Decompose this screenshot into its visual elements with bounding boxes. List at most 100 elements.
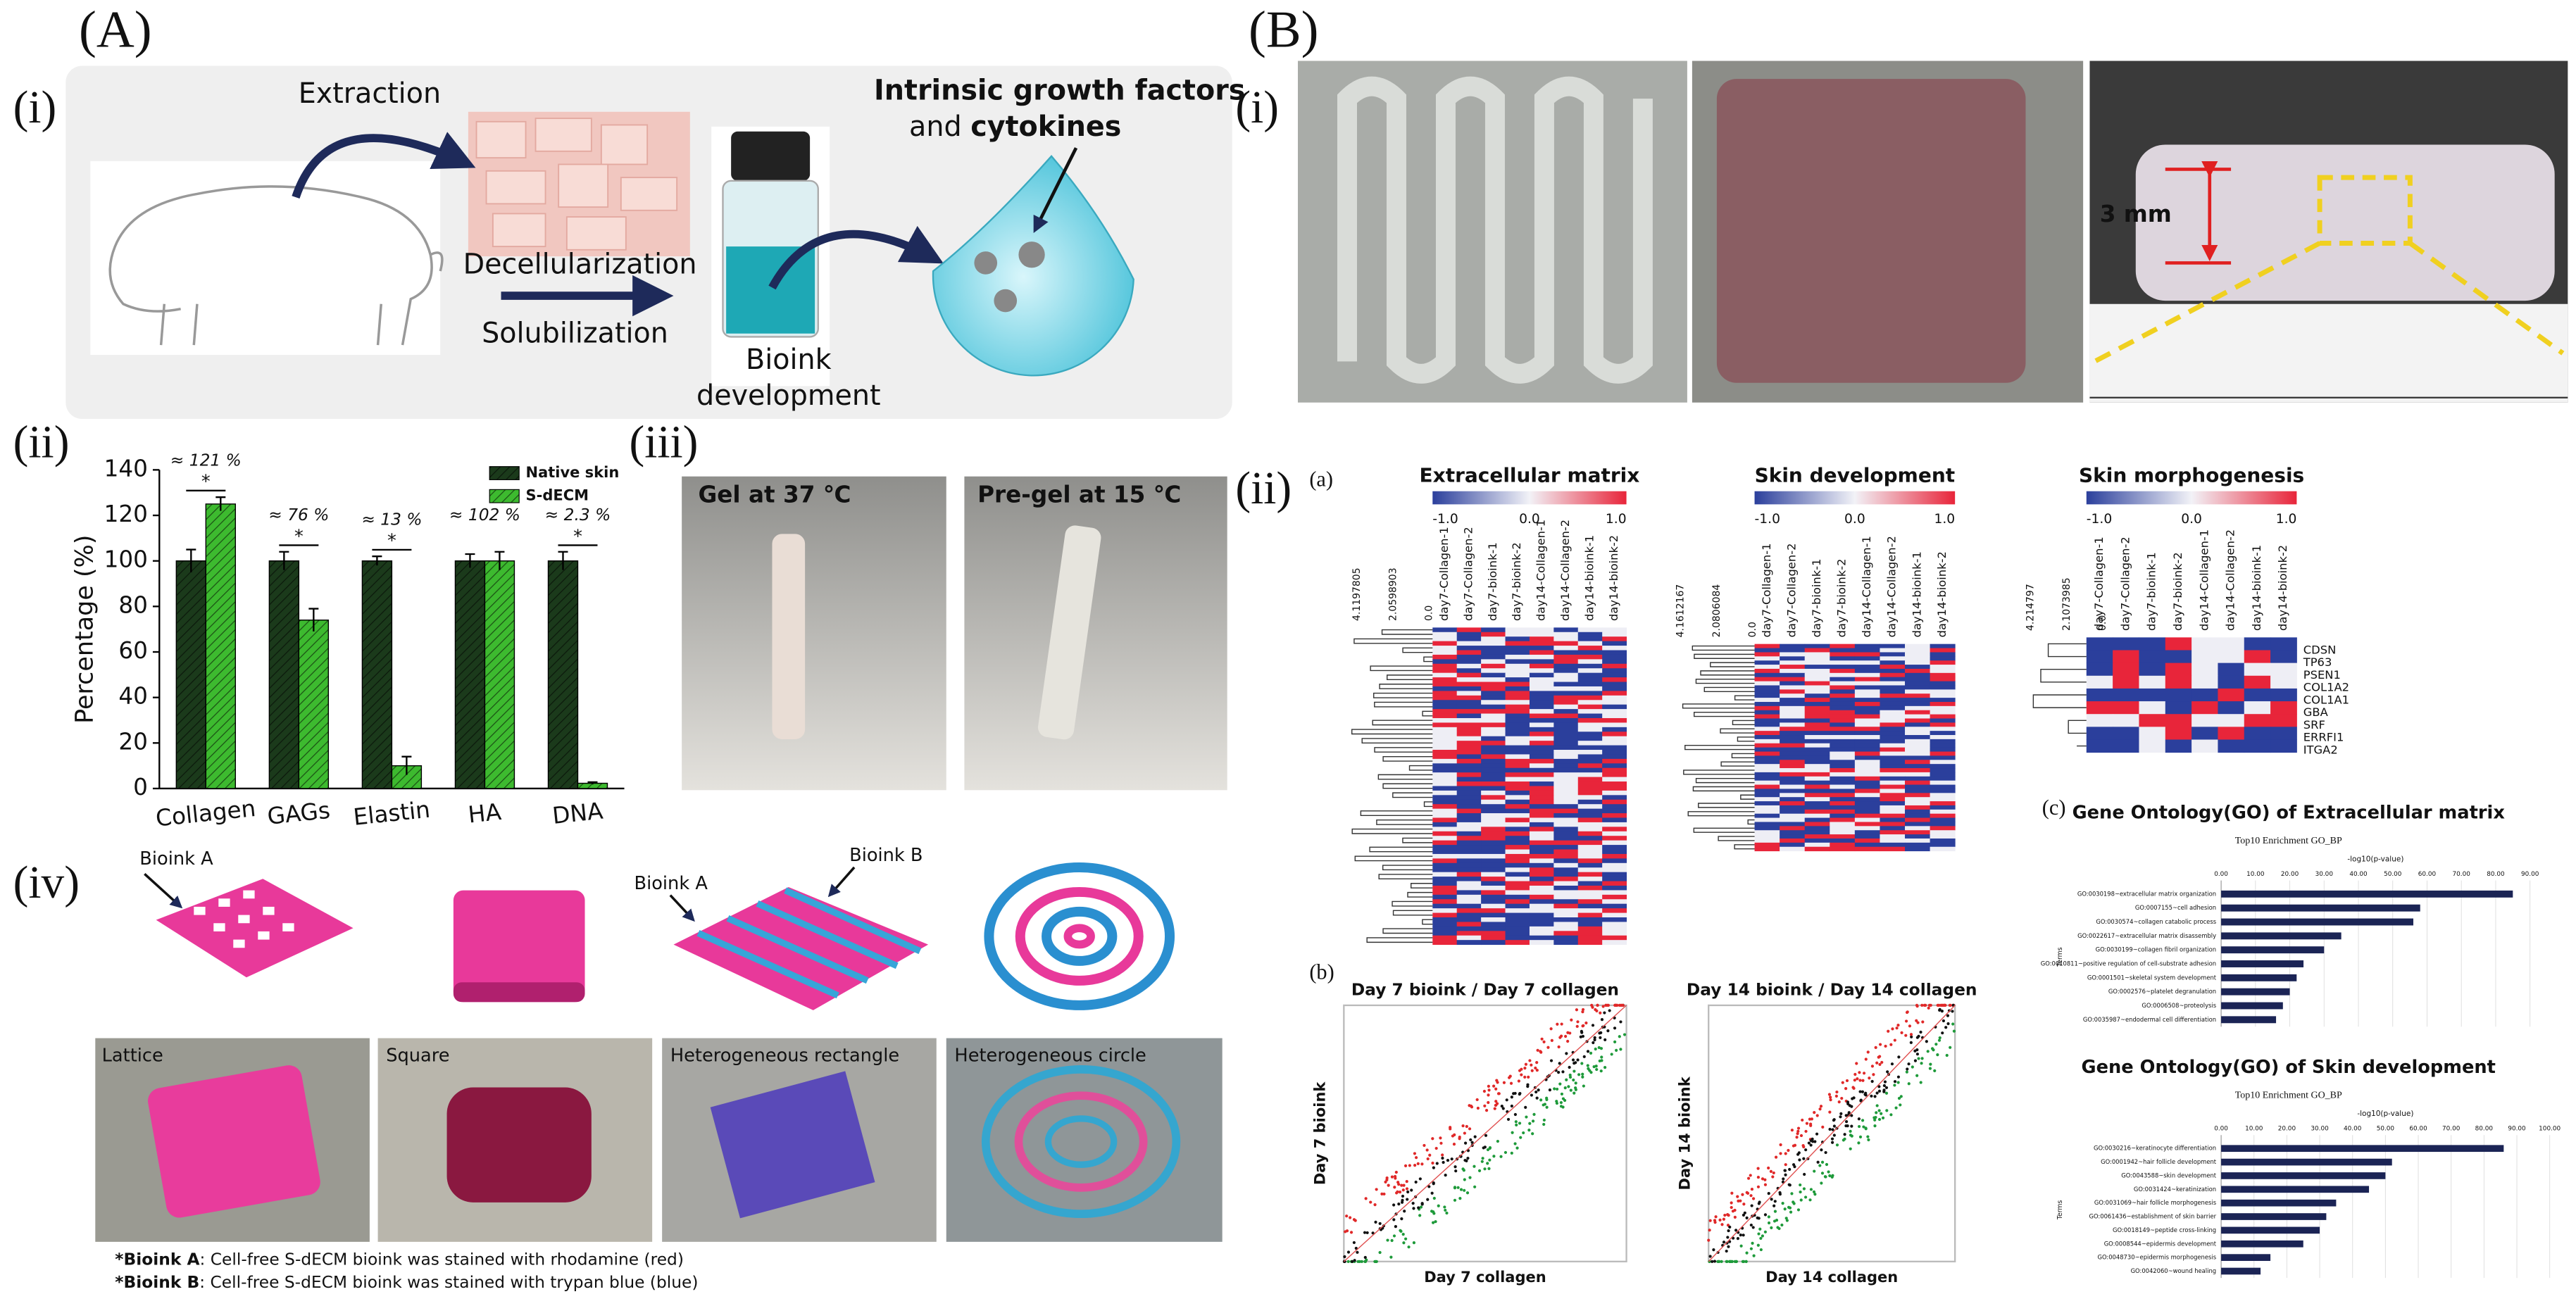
column-label: day14-bioink-1: [1910, 551, 1923, 637]
scatter-point: [1881, 1116, 1885, 1120]
heatmap-cell: [1602, 745, 1627, 751]
heatmap-cell: [1930, 772, 1956, 777]
colorbar-label: 0.0: [1519, 512, 1540, 527]
scatter-point: [1416, 1162, 1420, 1165]
footnote: *Bioink B: Cell-free S-dECM bioink was s…: [115, 1273, 698, 1292]
scatter-point: [1761, 1234, 1764, 1238]
heatmap-cell: [1854, 842, 1880, 848]
scatter-title: Day 14 bioink / Day 14 collagen: [1687, 980, 1977, 999]
scatter-point: [1790, 1129, 1794, 1132]
scatter-point: [1920, 1062, 1923, 1065]
scatter-point: [1599, 1047, 1603, 1050]
heatmap-cell: [1880, 764, 1906, 769]
scatter-point: [1528, 1122, 1532, 1125]
heatmap-cell: [1780, 776, 1806, 781]
heatmap-cell: [2218, 739, 2245, 753]
scatter-point: [1452, 1143, 1456, 1146]
scatter-point: [1711, 1260, 1714, 1263]
heatmap-cell: [1481, 677, 1506, 682]
heatmap-cell: [1880, 809, 1906, 815]
scatter-point: [1883, 1080, 1887, 1084]
scatter-point: [1846, 1124, 1849, 1128]
square-render: [453, 890, 585, 1003]
scatter-point: [1792, 1163, 1796, 1167]
heatmap-cell: [1602, 732, 1627, 737]
heatmap-cell: [1754, 780, 1780, 786]
heatmap-cell: [1432, 686, 1458, 691]
heatmap-cell: [1880, 689, 1906, 694]
heatmap-cell: [2192, 663, 2218, 677]
scatter-point: [1363, 1260, 1368, 1263]
heatmap-cell: [1854, 743, 1880, 748]
dendrogram-branch: [1351, 828, 1433, 834]
gene-label: GBA: [2303, 705, 2329, 719]
heatmap-cell: [1804, 731, 1830, 736]
scatter-point: [1463, 1178, 1466, 1181]
heatmap-cell: [1754, 739, 1780, 744]
heatmap-cell: [1505, 741, 1530, 746]
legend-hatch: [489, 466, 520, 480]
heatmap-cell: [1905, 660, 1931, 665]
heatmap-cell: [1754, 805, 1780, 810]
heatmap-cell: [1854, 718, 1880, 723]
heatmap-cell: [1481, 790, 1506, 796]
y-tick-label: 60: [118, 637, 148, 664]
heatmap-cell: [1456, 786, 1482, 791]
heatmap-cell: [1804, 677, 1830, 682]
scatter-point: [1807, 1141, 1811, 1145]
heatmap-cell: [1577, 831, 1603, 836]
column-label: day14-Collagen-2: [2224, 529, 2237, 631]
scatter-point: [1534, 1066, 1537, 1070]
heatmap-cell: [1780, 689, 1806, 694]
scatter-point: [1431, 1161, 1434, 1165]
heatmap-cell: [1930, 764, 1956, 769]
heatmap-cell: [1930, 705, 1956, 711]
heatmap-cell: [1780, 727, 1806, 732]
scatter-point: [1759, 1248, 1763, 1252]
heatmap-cell: [1456, 813, 1482, 818]
scatter-point: [1809, 1124, 1813, 1127]
pointer: [1033, 147, 1078, 233]
dendrogram-branch: [1732, 720, 1755, 726]
heatmap-cell: [2218, 650, 2245, 664]
scatter-point: [1925, 1040, 1928, 1043]
heatmap-cell: [1754, 693, 1780, 698]
scatter-point: [1736, 1195, 1739, 1198]
heatmap-cell: [1804, 665, 1830, 670]
bar: [2221, 1016, 2277, 1024]
y-tick-label: GO:0031424~keratinization: [2134, 1186, 2216, 1193]
heatmap-cell: [1456, 713, 1482, 719]
heatmap-cell: [1780, 681, 1806, 686]
heatmap-cell: [1432, 831, 1458, 836]
heatmap-cell: [2113, 675, 2139, 689]
scatter-point: [1584, 1021, 1588, 1025]
heatmap-cell: [1481, 831, 1506, 836]
heatmap-cell: [1577, 912, 1603, 918]
heatmap-cell: [1930, 722, 1956, 727]
scatter-point: [1739, 1244, 1743, 1248]
heatmap-cell: [1905, 834, 1931, 839]
dendrogram-label: 0.0: [1424, 605, 1435, 621]
heatmap-cell: [1432, 917, 1458, 922]
dendrogram-branch: [1700, 670, 1755, 676]
heatmap-cell: [1553, 700, 1579, 705]
heatmap-cell: [1505, 858, 1530, 864]
gene-label: COL1A2: [2303, 681, 2349, 694]
dendrogram-branch: [1382, 928, 1433, 934]
scatter-point: [1751, 1197, 1756, 1200]
heatmap-cell: [1854, 809, 1880, 815]
heatmap-cell: [1505, 659, 1530, 665]
scatter-point: [1426, 1198, 1430, 1201]
scatter-point: [1799, 1183, 1802, 1187]
heatmap-cell: [1804, 747, 1830, 752]
scatter-point: [1929, 1062, 1932, 1066]
scatter-point: [1828, 1110, 1832, 1114]
heatmap-cell: [1505, 745, 1530, 751]
scatter-point: [1493, 1107, 1496, 1110]
scatter-point: [1463, 1141, 1468, 1145]
column-label: day7-Collagen-1: [1760, 544, 1773, 638]
heatmap-cell: [1602, 831, 1627, 836]
heatmap-cell: [1577, 890, 1603, 896]
heatmap-cell: [1577, 717, 1603, 723]
scatter-point: [1492, 1155, 1496, 1158]
